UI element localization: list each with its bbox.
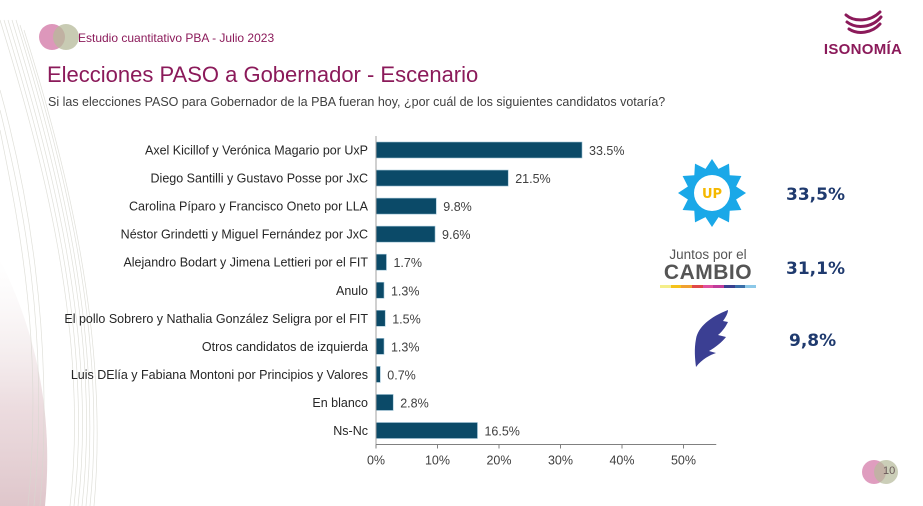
x-tick-label: 0% (367, 454, 385, 468)
x-tick-label: 20% (486, 454, 511, 468)
page-title: Elecciones PASO a Gobernador - Escenario (47, 62, 479, 87)
value-label: 16.5% (484, 425, 519, 439)
category-label: Anulo (336, 284, 368, 298)
bar (375, 225, 436, 243)
jxc-logo-line1: Juntos por el (669, 247, 747, 262)
x-tick-label: 40% (609, 454, 634, 468)
value-label: 1.3% (391, 284, 420, 298)
bar (375, 253, 387, 271)
category-label: Néstor Grindetti y Miguel Fernández por … (121, 228, 368, 242)
category-label: Diego Santilli y Gustavo Posse por JxC (151, 172, 368, 186)
value-label: 1.3% (391, 340, 420, 354)
bar (375, 169, 509, 187)
value-label: 1.7% (393, 256, 422, 270)
bar (375, 366, 381, 383)
bar (375, 197, 437, 215)
category-label: Luis DElía y Fabiana Montoni por Princip… (71, 368, 368, 382)
page-number: 10 (883, 465, 896, 477)
category-label: Alejandro Bodart y Jimena Lettieri por e… (123, 256, 368, 270)
summary-value-lla: 9,8% (789, 331, 837, 351)
x-tick-label: 10% (425, 454, 450, 468)
jxc-logo-line2: CAMBIO (663, 261, 753, 284)
bar (375, 394, 394, 411)
category-label: En blanco (312, 396, 368, 410)
up-logo-text: UP (702, 187, 722, 202)
value-label: 33.5% (589, 144, 624, 158)
category-label: Axel Kicillof y Verónica Magario por UxP (145, 144, 368, 158)
value-label: 0.7% (387, 368, 416, 382)
value-label: 9.6% (442, 228, 471, 242)
bar (375, 309, 386, 327)
bar (375, 422, 478, 439)
value-label: 21.5% (515, 172, 550, 186)
page-circle-olive (874, 460, 898, 484)
bar (375, 281, 385, 299)
value-label: 2.8% (400, 396, 429, 410)
up-party-logo: UP (678, 159, 746, 227)
jxc-party-logo: Juntos por el CAMBIO (656, 248, 760, 288)
value-label: 1.5% (392, 312, 421, 326)
summary-value-jxc: 31,1% (786, 259, 845, 279)
bar (375, 141, 583, 159)
summary-value-up: 33,5% (786, 185, 845, 205)
category-label: Ns-Nc (333, 424, 368, 438)
category-label: El pollo Sobrero y Nathalia González Sel… (64, 312, 368, 326)
isonomia-waves-icon (844, 10, 883, 34)
x-tick-label: 30% (548, 454, 573, 468)
category-label: Otros candidatos de izquierda (202, 340, 368, 354)
header-circle-olive (53, 24, 79, 50)
lla-party-logo (694, 310, 728, 367)
bar (375, 338, 385, 355)
jxc-color-stripe (660, 285, 757, 288)
study-label: Estudio cuantitativo PBA - Julio 2023 (78, 31, 275, 45)
value-label: 9.8% (443, 200, 472, 214)
x-tick-label: 50% (671, 454, 696, 468)
category-label: Carolina Píparo y Francisco Oneto por LL… (129, 200, 369, 214)
brand-name: ISONOMÍA (823, 41, 903, 58)
question-text: Si las elecciones PASO para Gobernador d… (48, 95, 666, 109)
isonomia-logo: ISONOMÍA (818, 10, 908, 58)
